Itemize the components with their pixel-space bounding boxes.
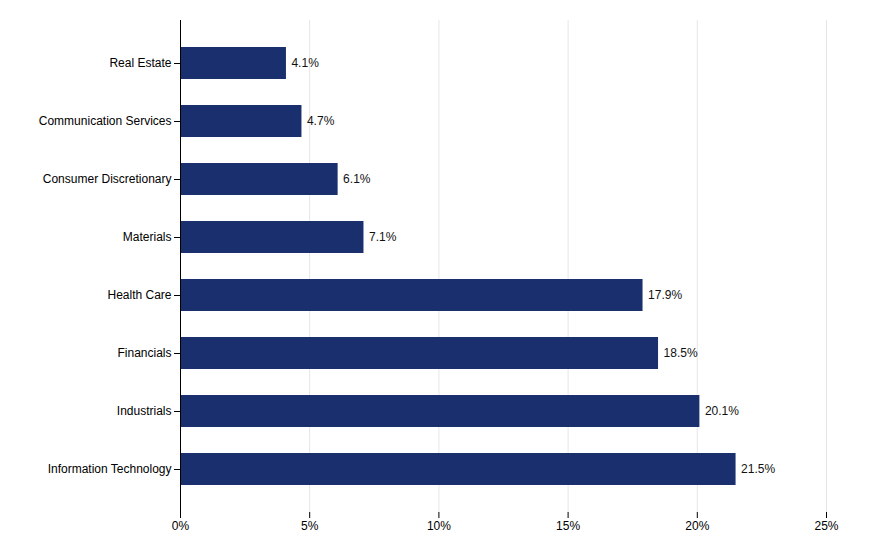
svg-text:Consumer Discretionary: Consumer Discretionary <box>43 172 172 186</box>
svg-text:17.9%: 17.9% <box>648 288 682 302</box>
svg-text:7.1%: 7.1% <box>369 230 397 244</box>
svg-text:Financials: Financials <box>117 346 171 360</box>
svg-text:6.1%: 6.1% <box>343 172 371 186</box>
svg-text:Communication Services: Communication Services <box>39 114 172 128</box>
svg-text:Information Technology: Information Technology <box>48 462 172 476</box>
svg-text:4.1%: 4.1% <box>291 56 319 70</box>
svg-text:Materials: Materials <box>123 230 172 244</box>
svg-text:20%: 20% <box>685 519 709 533</box>
svg-text:Health Care: Health Care <box>107 288 171 302</box>
svg-text:18.5%: 18.5% <box>664 346 698 360</box>
svg-text:0%: 0% <box>172 519 190 533</box>
svg-text:10%: 10% <box>427 519 451 533</box>
svg-text:25%: 25% <box>814 519 838 533</box>
svg-text:4.7%: 4.7% <box>307 114 335 128</box>
svg-text:15%: 15% <box>556 519 580 533</box>
svg-text:Industrials: Industrials <box>117 404 172 418</box>
svg-text:Real Estate: Real Estate <box>109 56 171 70</box>
svg-text:20.1%: 20.1% <box>705 404 739 418</box>
svg-text:21.5%: 21.5% <box>741 462 775 476</box>
svg-text:5%: 5% <box>301 519 319 533</box>
